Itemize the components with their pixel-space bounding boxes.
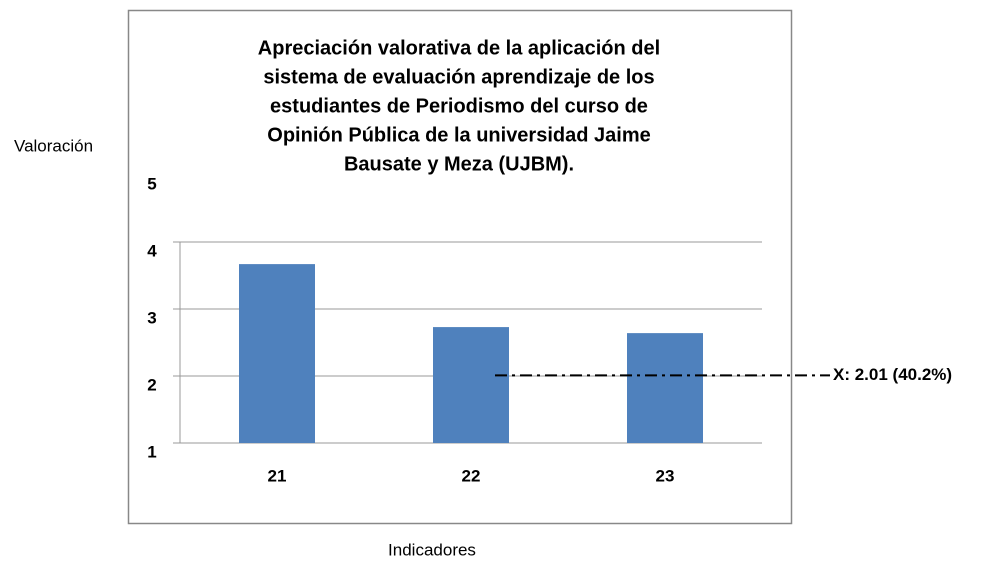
chart-title: Bausate y Meza (UJBM). <box>344 153 574 175</box>
chart-title: Apreciación valorativa de la aplicación … <box>258 37 660 59</box>
bar <box>433 327 509 443</box>
x-tick-label: 21 <box>268 466 287 485</box>
x-tick-label: 22 <box>462 466 481 485</box>
y-axis-label: Valoración <box>14 136 93 155</box>
y-tick-label: 4 <box>147 241 157 260</box>
chart-title: sistema de evaluación aprendizaje de los <box>263 66 654 88</box>
chart-title: Opinión Pública de la universidad Jaime <box>267 124 650 146</box>
y-tick-label: 2 <box>147 375 156 394</box>
x-axis-label: Indicadores <box>388 540 476 559</box>
y-tick-label: 1 <box>147 442 156 461</box>
chart-title: estudiantes de Periodismo del curso de <box>270 95 648 117</box>
bar <box>627 333 703 443</box>
y-tick-label: 3 <box>147 308 156 327</box>
bar <box>239 264 315 443</box>
x-tick-label: 23 <box>656 466 675 485</box>
reference-label: X: 2.01 (40.2%) <box>833 365 952 384</box>
y-tick-label: 5 <box>147 174 156 193</box>
